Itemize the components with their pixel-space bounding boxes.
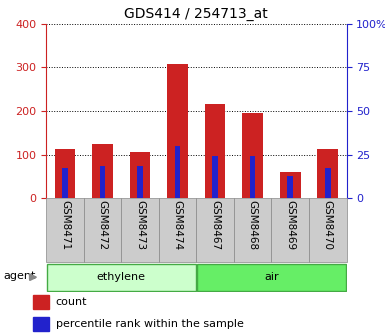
- Title: GDS414 / 254713_at: GDS414 / 254713_at: [124, 7, 268, 21]
- Bar: [205, 104, 226, 198]
- Text: GSM8471: GSM8471: [60, 200, 70, 250]
- Bar: [130, 153, 151, 198]
- Text: GSM8473: GSM8473: [135, 200, 145, 250]
- FancyBboxPatch shape: [197, 263, 346, 291]
- Bar: [55, 149, 75, 198]
- Bar: [317, 149, 338, 198]
- Text: air: air: [264, 272, 279, 282]
- Bar: [167, 64, 188, 198]
- FancyBboxPatch shape: [159, 198, 196, 262]
- Text: GSM8468: GSM8468: [248, 200, 258, 250]
- FancyBboxPatch shape: [271, 198, 309, 262]
- FancyBboxPatch shape: [84, 198, 121, 262]
- Text: GSM8472: GSM8472: [97, 200, 107, 250]
- Bar: [137, 166, 143, 198]
- Bar: [100, 166, 105, 198]
- Bar: [212, 156, 218, 198]
- Bar: [242, 113, 263, 198]
- Text: percentile rank within the sample: percentile rank within the sample: [55, 319, 243, 329]
- Bar: [287, 176, 293, 198]
- Bar: [280, 172, 301, 198]
- Text: GSM8467: GSM8467: [210, 200, 220, 250]
- Text: ethylene: ethylene: [97, 272, 146, 282]
- FancyBboxPatch shape: [196, 198, 234, 262]
- Text: GSM8469: GSM8469: [285, 200, 295, 250]
- Bar: [33, 317, 49, 331]
- Bar: [325, 168, 331, 198]
- Bar: [250, 156, 256, 198]
- FancyBboxPatch shape: [121, 198, 159, 262]
- Text: count: count: [55, 297, 87, 307]
- Bar: [92, 144, 113, 198]
- Bar: [175, 146, 181, 198]
- Text: GSM8474: GSM8474: [172, 200, 182, 250]
- FancyBboxPatch shape: [47, 263, 196, 291]
- Bar: [33, 295, 49, 309]
- FancyBboxPatch shape: [46, 198, 84, 262]
- FancyBboxPatch shape: [234, 198, 271, 262]
- Bar: [62, 168, 68, 198]
- FancyBboxPatch shape: [309, 198, 346, 262]
- Text: GSM8470: GSM8470: [323, 200, 333, 250]
- Text: agent: agent: [4, 271, 36, 281]
